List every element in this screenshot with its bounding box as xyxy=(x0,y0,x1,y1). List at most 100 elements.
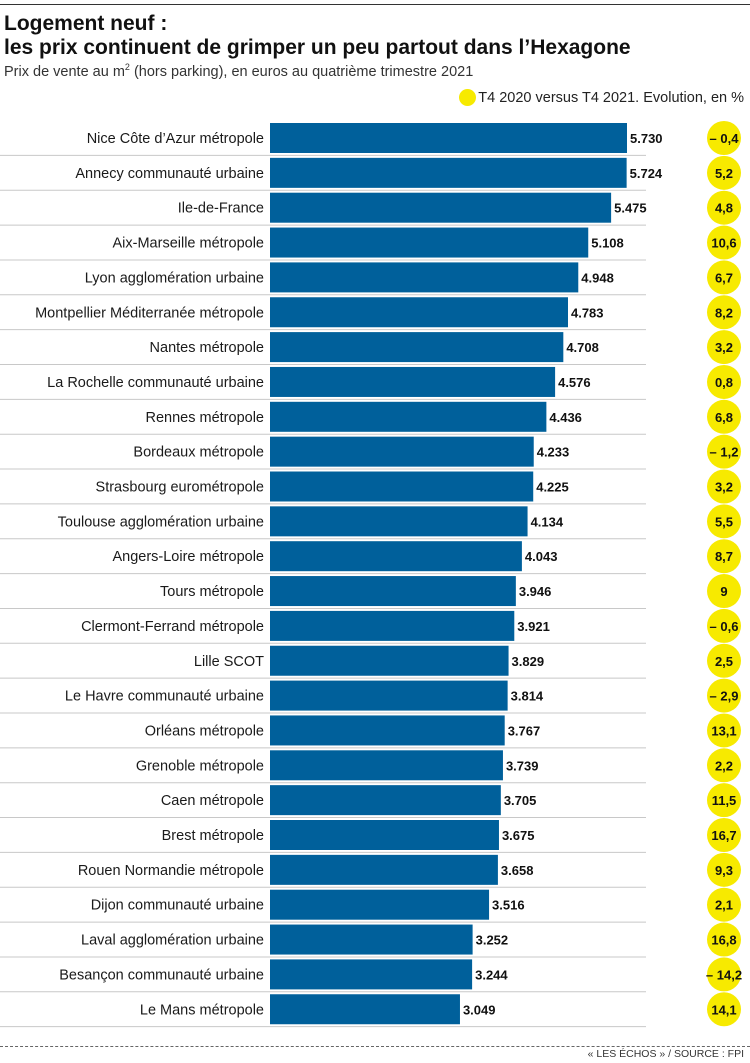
legend-yellow-dot-icon xyxy=(459,89,477,106)
title-line-1: Logement neuf : xyxy=(4,12,168,35)
bar xyxy=(270,576,516,607)
category-label: Rouen Normandie métropole xyxy=(78,863,264,879)
value-label: 3.252 xyxy=(476,933,509,948)
evolution-badge xyxy=(707,330,741,365)
evolution-badge xyxy=(707,155,741,190)
evolution-badge xyxy=(707,992,741,1027)
value-label: 5.724 xyxy=(630,166,663,181)
category-label: Clermont-Ferrand métropole xyxy=(81,619,264,635)
value-label: 4.233 xyxy=(537,445,570,460)
category-label: Laval agglomération urbaine xyxy=(81,933,264,949)
category-label: Brest métropole xyxy=(162,828,264,844)
value-label: 3.516 xyxy=(492,898,525,913)
value-label: 4.134 xyxy=(531,514,564,529)
evolution-label: 2,2 xyxy=(715,758,733,773)
value-label: 3.244 xyxy=(475,967,508,982)
subtitle-text-end: (hors parking), en euros au quatrième tr… xyxy=(129,63,474,80)
evolution-badge xyxy=(707,225,741,260)
category-label: Ile-de-France xyxy=(178,201,264,217)
bar xyxy=(270,820,499,850)
category-label: Le Mans métropole xyxy=(140,1002,264,1018)
bar xyxy=(270,192,612,223)
bar xyxy=(270,645,509,676)
evolution-label: 8,2 xyxy=(715,305,733,320)
category-label: Le Havre communauté urbaine xyxy=(65,689,264,705)
evolution-badge xyxy=(707,852,741,887)
evolution-label: 5,5 xyxy=(715,514,733,529)
category-label: Montpellier Méditerranée métropole xyxy=(35,305,264,321)
value-label: 4.708 xyxy=(566,340,599,355)
value-label: 4.043 xyxy=(525,549,558,564)
bar xyxy=(270,436,534,467)
evolution-label: 13,1 xyxy=(711,723,736,738)
bar xyxy=(270,332,564,363)
evolution-label: – 14,2 xyxy=(706,967,742,982)
value-label: 5.730 xyxy=(630,131,663,146)
bar xyxy=(270,471,534,502)
evolution-badge xyxy=(707,678,741,713)
evolution-badge xyxy=(707,957,741,992)
evolution-badge xyxy=(707,574,741,609)
value-label: 5.108 xyxy=(591,236,624,251)
evolution-badge xyxy=(707,399,741,434)
evolution-label: – 1,2 xyxy=(710,445,739,460)
value-label: 4.783 xyxy=(571,305,604,320)
evolution-badge xyxy=(707,260,741,295)
value-label: 3.049 xyxy=(463,1002,496,1017)
subtitle-superscript: 2 xyxy=(124,62,130,72)
evolution-badge xyxy=(707,295,741,330)
value-label: 3.658 xyxy=(501,863,534,878)
evolution-label: 2,1 xyxy=(715,898,733,913)
evolution-badge xyxy=(707,748,741,783)
evolution-label: – 2,9 xyxy=(710,689,739,704)
value-label: 4.436 xyxy=(549,410,582,425)
value-label: 5.475 xyxy=(614,201,647,216)
bar xyxy=(270,715,505,746)
evolution-label: 0,8 xyxy=(715,375,733,390)
category-label: Bordeaux métropole xyxy=(133,445,264,461)
category-label: Grenoble métropole xyxy=(136,758,264,774)
evolution-label: 2,5 xyxy=(715,654,733,669)
evolution-badge xyxy=(707,608,741,643)
source-credit: « LES ÉCHOS » / SOURCE : FPI xyxy=(587,1048,744,1060)
evolution-badge xyxy=(707,190,741,225)
bar xyxy=(270,157,627,188)
category-label: Nantes métropole xyxy=(150,340,264,356)
evolution-label: 3,2 xyxy=(715,480,733,495)
evolution-badge xyxy=(707,364,741,399)
bar xyxy=(270,227,589,258)
category-label: Tours métropole xyxy=(160,584,264,600)
evolution-badge xyxy=(707,539,741,574)
bar xyxy=(270,297,568,328)
evolution-badge xyxy=(707,713,741,748)
evolution-label: 4,8 xyxy=(715,201,733,216)
evolution-label: 3,2 xyxy=(715,340,733,355)
evolution-badge xyxy=(707,818,741,852)
evolution-label: 5,2 xyxy=(715,166,733,181)
evolution-label: 11,5 xyxy=(712,793,737,808)
bar xyxy=(270,889,490,920)
evolution-label: – 0,6 xyxy=(710,619,739,634)
footer-rule xyxy=(0,1046,750,1047)
value-label: 3.739 xyxy=(506,758,539,773)
evolution-label: 14,1 xyxy=(711,1002,736,1017)
evolution-badge xyxy=(707,643,741,678)
value-label: 4.225 xyxy=(536,480,569,495)
category-label: Besançon communauté urbaine xyxy=(59,967,264,983)
bar xyxy=(270,959,473,990)
bar xyxy=(270,401,547,432)
value-label: 3.767 xyxy=(508,723,541,738)
evolution-badge xyxy=(707,121,741,155)
chart-title: Logement neuf : les prix continuent de g… xyxy=(4,12,746,60)
bar xyxy=(270,854,498,885)
bar xyxy=(270,610,515,641)
category-label: Toulouse agglomération urbaine xyxy=(58,514,264,530)
category-label: Angers-Loire métropole xyxy=(112,549,264,565)
value-label: 4.948 xyxy=(581,270,614,285)
evolution-label: 6,8 xyxy=(715,410,733,425)
evolution-label: 9 xyxy=(720,584,727,599)
bar xyxy=(270,924,473,955)
bar-chart: Nice Côte d’Azur métropole 5.730 – 0,4 Anne… xyxy=(0,121,742,1028)
evolution-badge xyxy=(707,887,741,922)
category-label: Caen métropole xyxy=(161,793,264,809)
